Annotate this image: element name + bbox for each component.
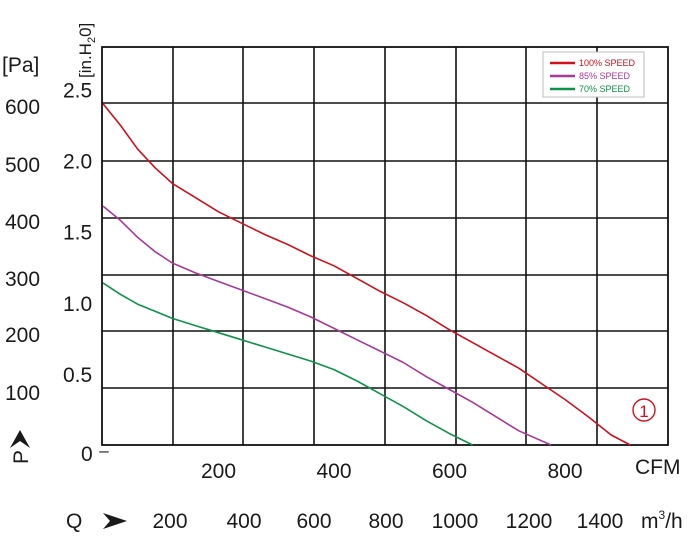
pressure-arrow-icon xyxy=(10,430,30,448)
y2-tick-label: 100 xyxy=(5,382,40,405)
x2-tick-label: 600 xyxy=(296,510,331,533)
x-tick-label: 600 xyxy=(432,460,467,483)
curves xyxy=(102,103,631,446)
axis-labels: 200 400 600 800 –0 0.5 1.0 1.5 2.0 2.5 100 200 300 40… xyxy=(5,80,623,534)
x2-tick-label: 800 xyxy=(368,510,403,533)
x-tick-label: 800 xyxy=(547,460,582,483)
curve-marker: 1 xyxy=(632,398,656,422)
curve-marker-circle xyxy=(632,398,656,422)
curve-marker-number: 1 xyxy=(639,402,648,421)
flow-arrow-icon xyxy=(103,513,127,529)
y2-tick-label: 600 xyxy=(5,96,40,119)
x2-tick-label: 1400 xyxy=(577,510,624,533)
legend-label: 70% SPEED xyxy=(579,84,631,94)
legend-label: 100% SPEED xyxy=(579,58,636,68)
x2-tick-label: 1000 xyxy=(432,510,479,533)
x2-tick-label: 1200 xyxy=(506,510,553,533)
y2-tick-label: 500 xyxy=(5,154,40,177)
y-tick-label: 0.5 xyxy=(63,364,92,387)
y2-unit-label: [Pa] xyxy=(2,54,39,77)
x2-tick-label: 400 xyxy=(226,510,261,533)
series-line xyxy=(102,103,631,446)
x2-tick-label: 200 xyxy=(152,510,187,533)
grid xyxy=(101,46,669,446)
x-unit-labels: CFM m3/h xyxy=(635,456,683,533)
pressure-arrow-label: P xyxy=(10,450,33,464)
x-unit-label: CFM xyxy=(635,456,681,479)
y-unit-label: [in.H20] xyxy=(76,23,98,78)
y-tick-label: 2.5 xyxy=(63,80,92,103)
y-axis-units: [Pa] [in.H20] xyxy=(2,23,98,78)
x-tick-label: – xyxy=(99,441,109,460)
legend: 100% SPEED 85% SPEED 70% SPEED xyxy=(542,51,645,98)
legend-label: 85% SPEED xyxy=(579,71,631,81)
y2-tick-label: 300 xyxy=(5,268,40,291)
x-tick-label: 400 xyxy=(316,460,351,483)
x2-unit-label: m3/h xyxy=(641,508,683,533)
plot-frame xyxy=(101,46,669,446)
flow-arrow: Q xyxy=(66,510,127,533)
x-tick-label: 200 xyxy=(201,460,236,483)
y-tick-label: 2.0 xyxy=(63,151,92,174)
y-tick-label: 1.5 xyxy=(63,222,92,245)
y2-tick-label: 400 xyxy=(5,211,40,234)
pressure-arrow: P xyxy=(10,430,33,464)
series-line xyxy=(102,282,473,446)
y2-tick-label: 200 xyxy=(5,324,40,347)
y-tick-label: 1.0 xyxy=(63,293,92,316)
series-line xyxy=(102,205,552,446)
y-tick-label: 0 xyxy=(81,443,93,466)
flow-arrow-label: Q xyxy=(66,510,82,533)
